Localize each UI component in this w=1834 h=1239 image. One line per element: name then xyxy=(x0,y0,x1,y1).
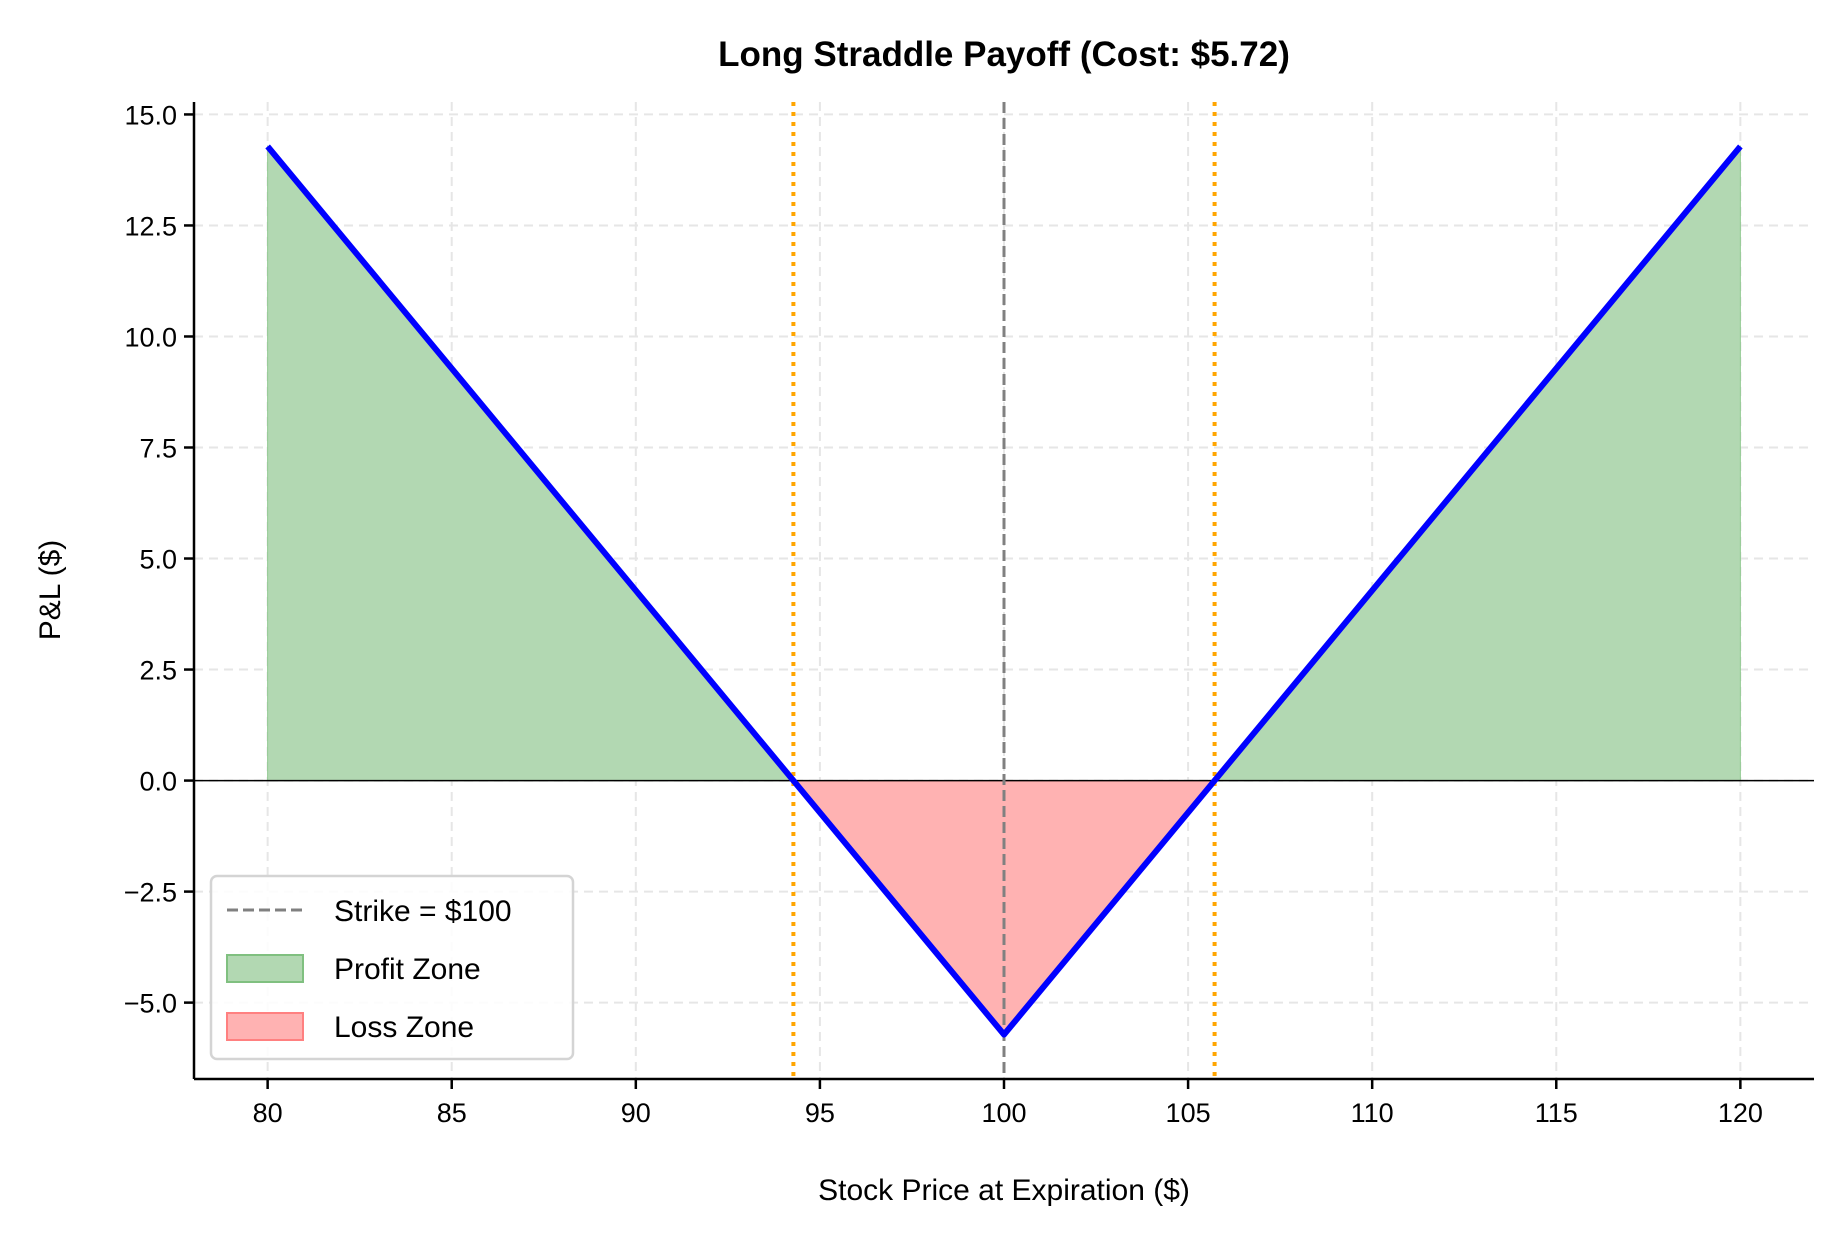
y-tick-label: 15.0 xyxy=(124,100,177,130)
reference-lines xyxy=(194,102,1814,1079)
x-tick-label: 120 xyxy=(1718,1098,1763,1128)
y-tick-label: −2.5 xyxy=(124,878,177,908)
legend-profit-swatch xyxy=(226,954,304,983)
legend-loss-swatch xyxy=(226,1012,304,1041)
legend-label: Profit Zone xyxy=(334,953,481,986)
x-tick-label: 90 xyxy=(621,1098,651,1128)
y-axis-label: P&L ($) xyxy=(34,540,67,641)
x-tick-label: 100 xyxy=(981,1098,1026,1128)
y-tick-label: 12.5 xyxy=(124,211,177,241)
x-tick-label: 110 xyxy=(1351,1098,1394,1128)
y-tick-label: 5.0 xyxy=(139,545,177,575)
axes: 80 85 90 95 100 105 110 115 120 −5.0 −2.5 0.0 2.5 5.0… xyxy=(124,100,1814,1128)
legend-label: Strike = $100 xyxy=(334,895,512,928)
x-tick-label: 95 xyxy=(805,1098,835,1128)
y-tick-label: 7.5 xyxy=(139,434,177,464)
x-axis-label: Stock Price at Expiration ($) xyxy=(818,1174,1190,1207)
x-tick-label: 115 xyxy=(1535,1098,1578,1128)
x-tick-label: 105 xyxy=(1166,1098,1211,1128)
legend-label: Loss Zone xyxy=(334,1011,474,1044)
legend: Strike = $100 Profit Zone Loss Zone xyxy=(209,874,575,1061)
payoff-series xyxy=(265,144,1743,1038)
x-tick-label: 80 xyxy=(253,1098,283,1128)
payoff-line xyxy=(265,144,1743,1038)
x-tick-label: 85 xyxy=(437,1098,467,1128)
y-tick-label: 2.5 xyxy=(139,656,177,686)
y-tick-label: −5.0 xyxy=(124,989,177,1019)
chart-title: Long Straddle Payoff (Cost: $5.72) xyxy=(718,35,1290,74)
y-tick-label: 0.0 xyxy=(139,767,177,797)
y-tick-label: 10.0 xyxy=(124,322,177,352)
